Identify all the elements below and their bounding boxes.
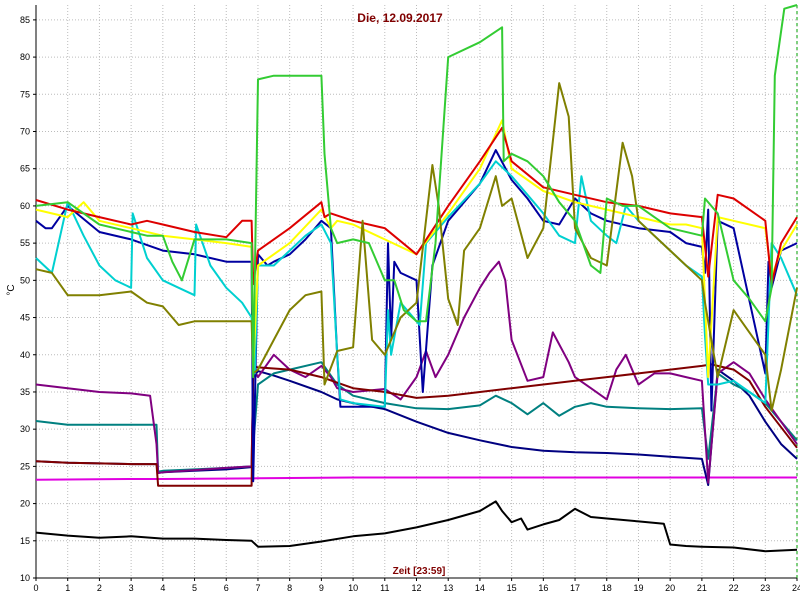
y-tick-label: 15 [20,536,30,546]
x-tick-label: 3 [129,583,134,593]
y-tick-label: 60 [20,201,30,211]
x-tick-label: 17 [570,583,580,593]
y-tick-label: 35 [20,387,30,397]
y-tick-label: 50 [20,275,30,285]
chart-title: Die, 12.09.2017 [357,11,443,25]
x-tick-label: 0 [33,583,38,593]
x-tick-label: 4 [160,583,165,593]
x-tick-label: 18 [602,583,612,593]
x-tick-label: 21 [697,583,707,593]
x-tick-label: 24 [792,583,800,593]
y-tick-label: 10 [20,573,30,583]
x-tick-label: 1 [65,583,70,593]
x-tick-label: 13 [443,583,453,593]
grid [35,5,798,579]
x-tick-label: 16 [538,583,548,593]
x-tick-label: 12 [411,583,421,593]
y-tick-labels: 10 15 20 25 30 35 40 45 50 55 60 65 70 75 80 85 [20,15,36,583]
x-tick-label: 23 [760,583,770,593]
x-tick-label: 5 [192,583,197,593]
series-line-2 [35,476,797,481]
x-tick-labels: 0 1 2 3 4 5 6 7 8 9 10 11 12 13 14 15 16 17 18 19 20 21 22 23 24 [33,578,800,593]
x-tick-label: 10 [348,583,358,593]
series-line-12 [35,4,798,379]
x-tick-label: 15 [507,583,517,593]
x-tick-label: 22 [729,583,739,593]
y-tick-label: 30 [20,424,30,434]
y-tick-label: 55 [20,238,30,248]
series-line-7 [35,149,798,483]
x-tick-label: 11 [380,583,389,593]
x-tick-label: 8 [287,583,292,593]
x-tick-label: 9 [319,583,324,593]
y-tick-label: 75 [20,89,30,99]
series-line-5 [35,260,798,484]
x-tick-label: 7 [255,583,260,593]
x-tick-label: 2 [97,583,102,593]
y-axis-label: °C [6,284,17,295]
y-tick-label: 80 [20,52,30,62]
y-tick-label: 20 [20,499,30,509]
x-tick-label: 20 [665,583,675,593]
y-tick-label: 85 [20,15,30,25]
y-tick-label: 65 [20,164,30,174]
x-tick-label: 19 [633,583,643,593]
series-line-1 [35,500,798,553]
series-line-11 [35,82,798,412]
x-tick-label: 14 [475,583,485,593]
y-tick-label: 25 [20,461,30,471]
series-group [35,4,798,553]
series-line-9 [35,119,798,379]
x-axis-label: Zeit [23:59] [393,566,446,577]
y-tick-label: 70 [20,127,30,137]
y-tick-label: 40 [20,350,30,360]
y-tick-label: 45 [20,313,30,323]
series-line-10 [35,126,798,286]
x-tick-label: 6 [224,583,229,593]
